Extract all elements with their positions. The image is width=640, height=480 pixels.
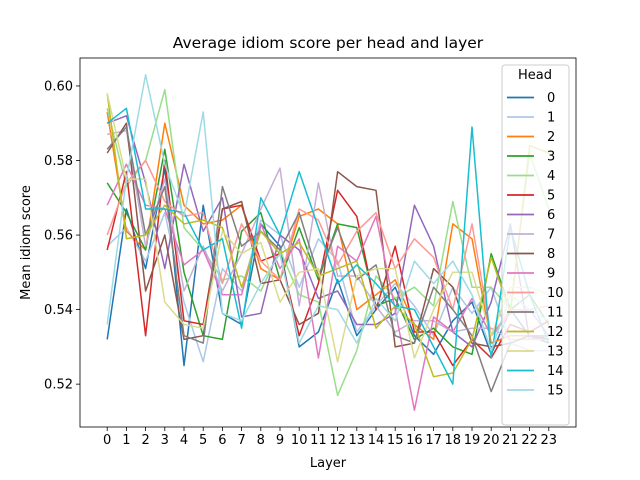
series-line-head-2: [106, 111, 549, 344]
series-line-head-14: [106, 107, 550, 385]
legend-label-head-10: 10: [547, 286, 564, 301]
x-tick-label: 22: [521, 433, 538, 448]
legend-label-head-13: 13: [547, 345, 564, 360]
x-tick-label: 21: [502, 433, 519, 448]
x-tick-label: 7: [237, 433, 245, 448]
x-tick-label: 10: [291, 433, 308, 448]
legend-title: Head: [518, 68, 552, 83]
legend-label-head-11: 11: [547, 306, 564, 321]
x-tick-label: 2: [141, 433, 149, 448]
y-tick-label: 0.54: [44, 303, 73, 318]
x-tick-label: 1: [122, 433, 130, 448]
x-tick-label: 4: [180, 433, 188, 448]
y-tick-label: 0.58: [44, 154, 73, 169]
series-line-head-12: [106, 93, 550, 378]
legend-label-head-12: 12: [547, 325, 564, 340]
legend-label-head-5: 5: [547, 189, 555, 204]
y-tick-label: 0.60: [44, 79, 73, 94]
x-tick-label: 17: [425, 433, 442, 448]
series-line-head-10: [106, 159, 549, 337]
legend-label-head-0: 0: [547, 91, 555, 106]
x-tick-label: 9: [276, 433, 284, 448]
legend-label-head-2: 2: [547, 130, 555, 145]
x-tick-label: 8: [257, 433, 265, 448]
legend-label-head-15: 15: [547, 384, 564, 399]
x-tick-label: 5: [199, 433, 207, 448]
y-tick-label: 0.52: [44, 378, 73, 393]
x-tick-label: 16: [406, 433, 423, 448]
legend-label-head-3: 3: [547, 150, 555, 165]
legend-box: [501, 64, 570, 426]
plot-area: [79, 57, 577, 428]
x-tick-label: 0: [103, 433, 111, 448]
legend-label-head-8: 8: [547, 247, 555, 262]
x-tick-label: 13: [349, 433, 366, 448]
x-tick-label: 12: [329, 433, 346, 448]
x-tick-label: 23: [541, 433, 558, 448]
legend-label-head-4: 4: [547, 169, 555, 184]
y-tick-label: 0.56: [44, 229, 73, 244]
x-tick-label: 18: [445, 433, 462, 448]
y-axis-label: Mean idiom score: [19, 185, 34, 300]
series-line-head-15: [106, 74, 550, 352]
legend-label-head-6: 6: [547, 208, 555, 223]
series-line-head-4: [106, 88, 550, 397]
series-line-head-11: [106, 126, 549, 393]
legend-label-head-7: 7: [547, 228, 555, 243]
legend-label-head-9: 9: [547, 267, 555, 282]
x-axis-label: Layer: [310, 456, 347, 471]
x-tick-label: 20: [483, 433, 500, 448]
x-tick-label: 19: [464, 433, 481, 448]
x-tick-label: 11: [310, 433, 327, 448]
x-tick-label: 15: [387, 433, 404, 448]
series-line-head-6: [106, 115, 549, 348]
legend-label-head-1: 1: [547, 111, 555, 126]
x-tick-label: 3: [161, 433, 169, 448]
legend-label-head-14: 14: [547, 364, 564, 379]
series-line-head-13: [106, 93, 550, 363]
y-axis: 0.52 0.54 0.56 0.58 0.60: [44, 79, 80, 393]
plot-frame: [79, 57, 577, 428]
chart-title: Average idiom score per head and layer: [173, 34, 484, 52]
series-layer: [106, 74, 550, 411]
series-line-head-5: [106, 159, 550, 367]
x-tick-label: 14: [368, 433, 385, 448]
x-axis: 0 1 2 3 4 5 6 7 8 9 10 11 12 13 14 15 16 17 18 19 20 21 22 23: [103, 427, 557, 448]
x-tick-label: 6: [218, 433, 226, 448]
